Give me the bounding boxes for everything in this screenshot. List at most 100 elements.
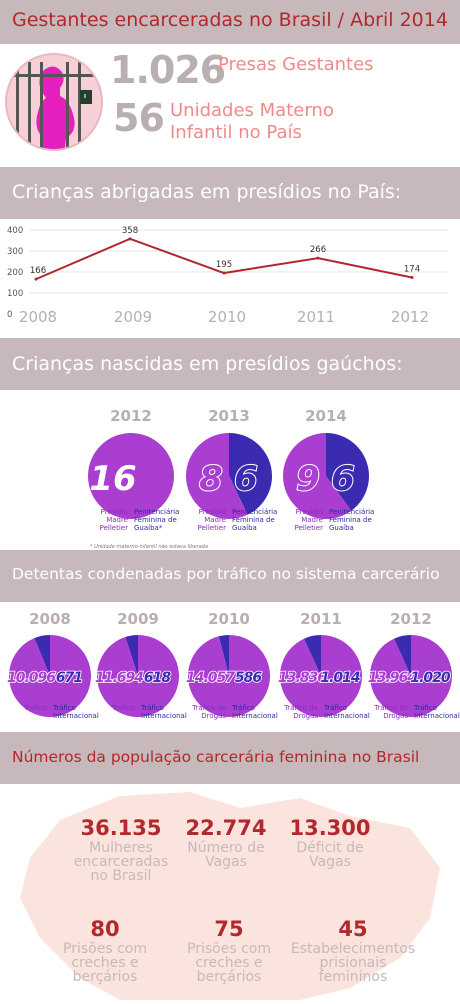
- stat-units-value: 56: [113, 96, 165, 140]
- data-label: 195: [216, 260, 232, 270]
- section-band-3: [0, 550, 460, 602]
- line-chart: 0 100 200 300 400 166 358 195 266 174 2008 2009 2010…: [7, 226, 448, 326]
- pie-label-guaiba: Penitenciária Feminina de Guaíba: [329, 508, 374, 532]
- pie-slice-internacional: [303, 635, 321, 676]
- pie-slice-madre: [88, 433, 174, 519]
- pie-slice-trafico: [96, 635, 179, 717]
- y-tick-label: 300: [7, 247, 23, 257]
- pie-year: 2013: [208, 407, 250, 425]
- pie-label-trafico: Tráfico: [23, 704, 47, 712]
- data-point: [34, 277, 38, 281]
- pie-label-guaiba: Penitenciária Feminina de Guaíba: [232, 508, 277, 532]
- pie-slice-internacional: [218, 635, 229, 676]
- pie-year: 2012: [390, 610, 432, 628]
- stat-prisons-75-label: Prisões com creches e berçários: [187, 941, 271, 985]
- pie-label-madre: Presídio Madre Pelletier: [198, 508, 226, 532]
- pie-value-trafico: 13.964: [368, 670, 416, 686]
- pie-slice-internacional: [393, 635, 411, 676]
- pie-label-internacional: Tráfico Internacional: [323, 704, 370, 720]
- y-tick-label: 400: [7, 226, 23, 236]
- pie-year: 2010: [208, 610, 250, 628]
- trafficking-pie-chart: 2008 10.096 671 Tráfico Tráfico Internacional…: [6, 610, 460, 720]
- section-band-1: [0, 167, 460, 219]
- data-point: [222, 271, 226, 275]
- brazil-map-icon: [0, 788, 460, 1000]
- section-title-2: Crianças nascidas em presídios gaúchos:: [12, 353, 403, 375]
- data-point: [128, 237, 132, 241]
- pie-slice-trafico: [369, 635, 452, 717]
- pie-year: 2009: [117, 610, 159, 628]
- pie-year: 2014: [305, 407, 347, 425]
- section-title-1: Crianças abrigadas em presídios no País:: [12, 181, 402, 203]
- data-label: 358: [122, 226, 138, 236]
- pie-value-internacional: 618: [144, 670, 171, 686]
- data-label: 266: [310, 245, 326, 255]
- pie-value-trafico: 14.057: [186, 670, 235, 686]
- stat-prisons-75-value: 75: [214, 917, 244, 941]
- pie-year: 2012: [110, 407, 152, 425]
- stat-vacancies-value: 22.774: [185, 816, 267, 840]
- pie-slice-guaiba: [326, 433, 370, 511]
- pie-label-internacional: Tráfico Internacional: [413, 704, 460, 720]
- section-title-3: Detentas condenadas por tráfico no siste…: [12, 565, 440, 583]
- data-label: 166: [30, 266, 46, 276]
- pie-value-internacional: 1.014: [320, 670, 360, 686]
- pie-value-trafico: 13.836: [278, 670, 327, 686]
- pie-label-trafico: Tráfico de Drogas: [283, 704, 318, 720]
- stat-units-label-2: Infantil no País: [170, 122, 302, 143]
- pie-label-madre: Presídio Madre Pelletier: [295, 508, 323, 532]
- section-band-4: [0, 732, 460, 784]
- pie-value-trafico: 11.694: [95, 670, 143, 686]
- stat-deficit-label: Déficit de Vagas: [296, 840, 364, 870]
- pie-label-internacional: Tráfico Internacional: [52, 704, 99, 720]
- page-title: Gestantes encarceradas no Brasil / Abril…: [12, 9, 448, 31]
- pie-label-trafico: Tráfico de Drogas: [191, 704, 226, 720]
- y-tick-label: 100: [7, 289, 23, 299]
- header-band: [0, 0, 460, 44]
- pie-label-madre: Presídio Madre Pelletier: [100, 508, 128, 532]
- x-tick-label: 2010: [208, 308, 246, 326]
- x-tick-label: 2009: [114, 308, 152, 326]
- pie-label-trafico: Tráfico de Drogas: [373, 704, 408, 720]
- stat-women-label: Mulheres encarceradas no Brasil: [73, 840, 169, 884]
- pie-value: 16: [89, 459, 136, 499]
- stat-prisons-80-label: Prisões com creches e berçários: [63, 941, 147, 985]
- pie-slice-trafico: [188, 635, 271, 717]
- pie-slice-guaiba: [229, 433, 273, 515]
- pregnant-prisoner-icon: [4, 52, 104, 152]
- x-tick-label: 2012: [391, 308, 429, 326]
- footnote: * Unidade materno-infantil não estava li…: [90, 544, 208, 550]
- pie-value-internacional: 586: [235, 670, 262, 686]
- y-tick-label: 200: [7, 268, 23, 278]
- pie-slice-trafico: [279, 635, 362, 717]
- stat-vacancies-label: Número de Vagas: [187, 840, 265, 870]
- pie-value-guaiba: 6: [331, 459, 355, 499]
- stat-women-value: 36.135: [80, 816, 162, 840]
- section-band-2: [0, 338, 460, 390]
- data-point: [410, 275, 414, 279]
- pie-slice-internacional: [125, 635, 138, 676]
- stat-establishments-label: Estabelecimentos prisionais femininos: [290, 941, 416, 985]
- stat-establishments-value: 45: [338, 917, 368, 941]
- pie-year: 2008: [29, 610, 71, 628]
- pie-label-trafico: Tráfico: [111, 704, 135, 712]
- pie-slice-madre: [283, 433, 352, 519]
- pie-slice-trafico: [8, 635, 91, 717]
- stat-pregnant-value: 1.026: [110, 48, 226, 92]
- pie-value-internacional: 1.020: [410, 670, 451, 686]
- data-label: 174: [404, 264, 420, 274]
- pie-slice-internacional: [34, 635, 50, 676]
- data-point: [316, 256, 320, 260]
- x-tick-label: 2011: [297, 308, 335, 326]
- pie-value-trafico: 10.096: [7, 670, 56, 686]
- pie-value-madre: 8: [199, 459, 223, 499]
- y-tick-label: 0: [7, 310, 12, 320]
- pie-label-guaiba: Penitenciária Feminina de Guaíba*: [134, 508, 179, 532]
- pie-label-internacional: Tráfico Internacional: [231, 704, 278, 720]
- pie-value-internacional: 671: [56, 670, 82, 686]
- stat-prisons-80-value: 80: [90, 917, 120, 941]
- pie-year: 2011: [300, 610, 342, 628]
- pie-label-internacional: Tráfico Internacional: [140, 704, 187, 720]
